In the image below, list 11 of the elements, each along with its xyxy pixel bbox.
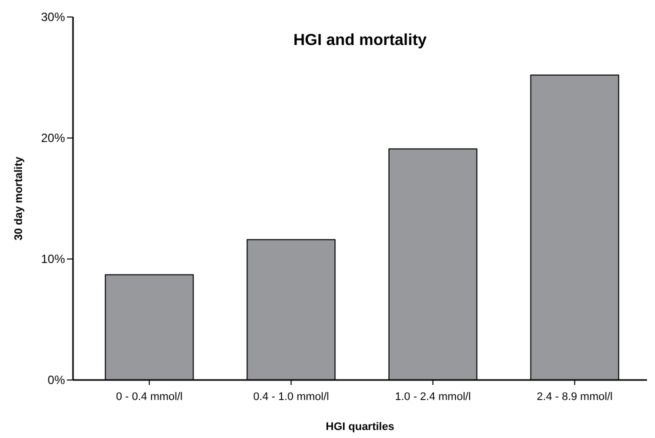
y-axis-title: 30 day mortality — [13, 156, 25, 240]
x-tick-label: 2.4 - 8.9 mmol/l — [536, 391, 613, 403]
x-axis-title: HGI quartiles — [326, 421, 394, 433]
y-tick-label: 30% — [40, 10, 66, 24]
y-tick-label: 20% — [40, 131, 66, 146]
x-tick-label: 0 - 0.4 mmol/l — [116, 391, 183, 403]
text: HGI and mortality — [293, 32, 427, 49]
x-tick-label: 1.0 - 2.4 mmol/l — [394, 391, 471, 403]
y-tick-label: 10% — [40, 252, 66, 266]
x-tick-label: 0.4 - 1.0 mmol/l — [253, 391, 330, 403]
y-tick-label: 0% — [48, 373, 66, 388]
